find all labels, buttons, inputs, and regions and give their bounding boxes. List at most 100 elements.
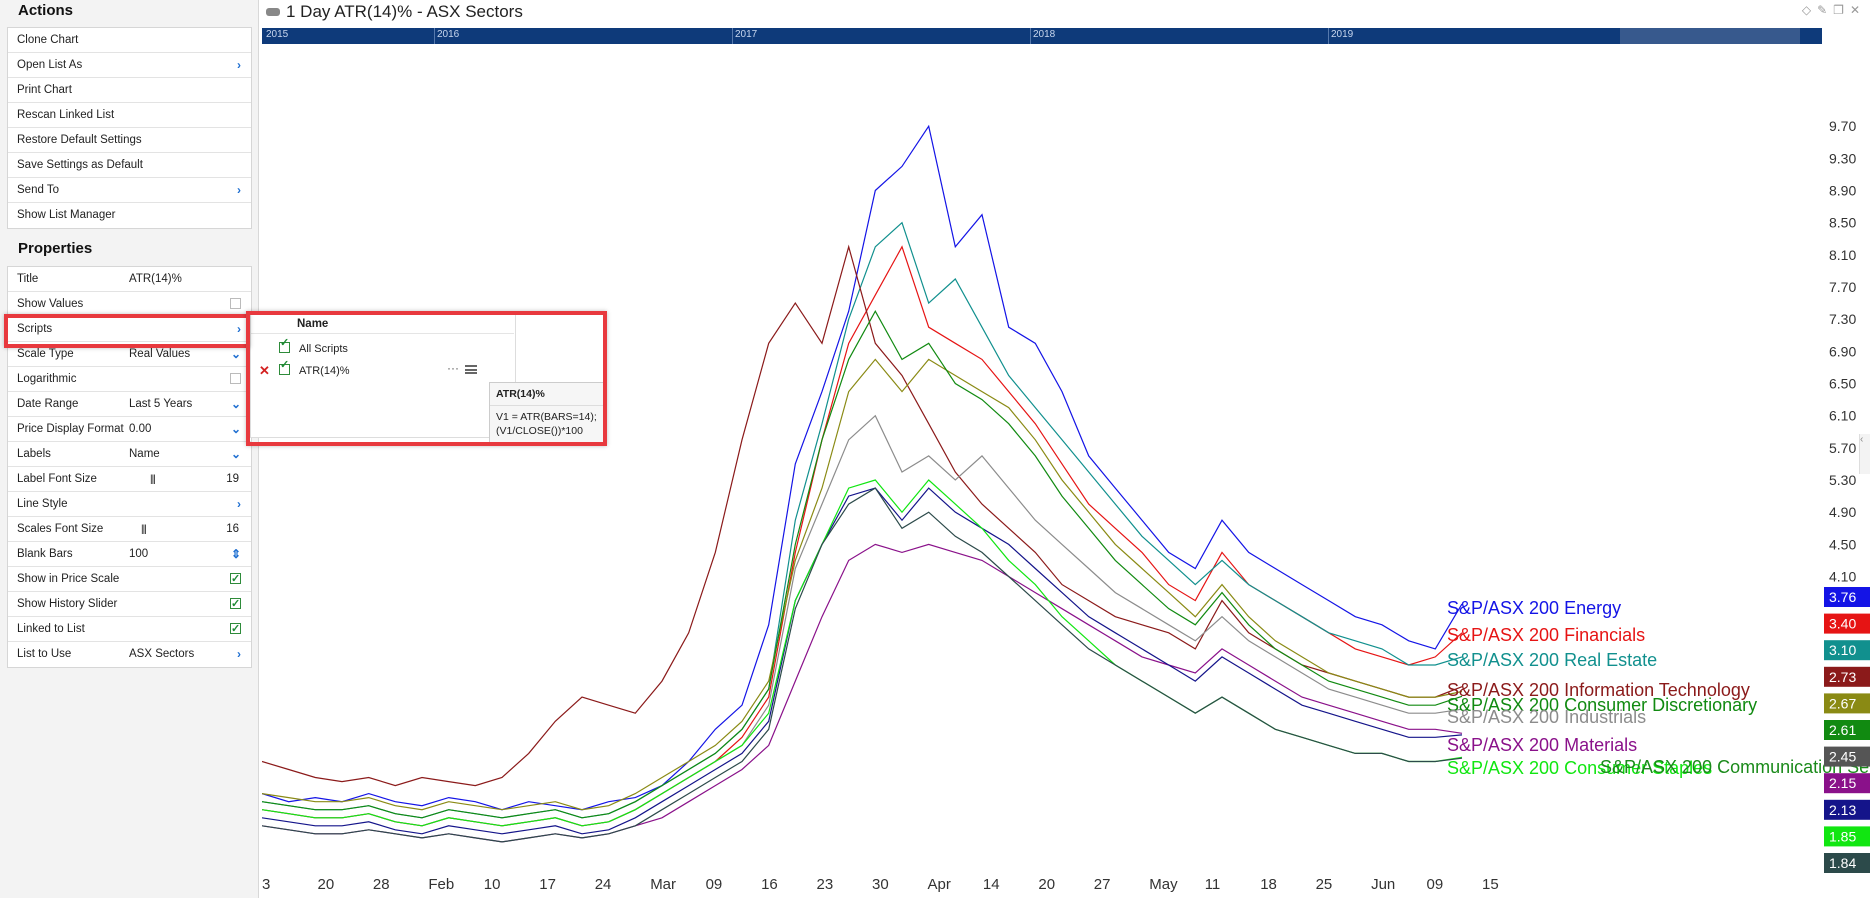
- close-icon[interactable]: ✕: [1849, 3, 1866, 17]
- action-open-list-as[interactable]: Open List As ›: [8, 53, 251, 78]
- prop-value: 19: [226, 473, 239, 485]
- x-axis: 3 20 28 Feb 10 17 24 Mar 09 16 23 30 Apr 14 20 27 May 11 1…: [262, 876, 1499, 893]
- y-tick-label: 6.90: [1829, 343, 1856, 359]
- series-line[interactable]: [262, 487, 1463, 835]
- y-tick-label: 9.70: [1829, 118, 1856, 134]
- action-save-default[interactable]: Save Settings as Default: [8, 153, 251, 178]
- slider-grip-icon[interactable]: |||: [150, 474, 156, 485]
- spinner-icon[interactable]: ⇕: [230, 547, 241, 561]
- prop-scripts[interactable]: Scripts ›: [8, 317, 251, 342]
- x-tick-label: 10: [484, 876, 501, 893]
- prop-label: Blank Bars: [17, 548, 73, 560]
- action-clone-chart[interactable]: Clone Chart: [8, 28, 251, 53]
- script-checkbox[interactable]: [279, 358, 290, 375]
- x-tick-label: 3: [262, 876, 270, 893]
- show-values-checkbox[interactable]: [230, 298, 241, 309]
- properties-list: Title ATR(14)% Show Values Scripts › Scale…: [7, 266, 252, 668]
- action-label: Open List As: [17, 59, 83, 71]
- prop-line-style[interactable]: Line Style ›: [8, 492, 251, 517]
- value-badge: 1.85: [1824, 826, 1870, 847]
- value-badge: 2.45: [1824, 746, 1870, 767]
- script-tooltip: ATR(14)% V1 = ATR(BARS=14); (V1/CLOSE())…: [489, 382, 605, 444]
- scripts-header: Name: [297, 318, 329, 330]
- action-show-list-manager[interactable]: Show List Manager: [8, 203, 251, 228]
- slider-grip-icon[interactable]: |||: [141, 524, 147, 535]
- y-tick-label: 9.30: [1829, 150, 1856, 166]
- value-badge-text: 2.73: [1829, 669, 1856, 685]
- series-line[interactable]: [262, 358, 1463, 811]
- prop-labels[interactable]: Labels Name ⌄: [8, 442, 251, 467]
- window-controls: ◇✎❐✕: [1802, 3, 1866, 17]
- prop-value: Name: [129, 448, 160, 460]
- show-in-price-checkbox[interactable]: [230, 567, 241, 592]
- series-line[interactable]: [262, 244, 1463, 787]
- chart-link-icon[interactable]: [266, 8, 280, 16]
- action-send-to[interactable]: Send To ›: [8, 178, 251, 203]
- divider: [490, 405, 604, 406]
- chevron-down-icon: ⌄: [230, 447, 241, 461]
- value-badge: 3.76: [1824, 587, 1870, 607]
- slider-window[interactable]: [1620, 28, 1800, 44]
- series-line[interactable]: [262, 487, 1463, 843]
- history-slider[interactable]: 2015 2016 2017 2018 2019 2020: [262, 28, 1822, 44]
- chevron-right-icon: ›: [237, 183, 241, 197]
- series-label: S&P/ASX 200 Financials: [1447, 625, 1645, 645]
- chevron-down-icon: ⌄: [230, 397, 241, 411]
- series-label: S&P/ASX 200 Consumer Discretionary: [1447, 695, 1757, 715]
- series-line[interactable]: [262, 414, 1463, 827]
- prop-list-to-use[interactable]: List to Use ASX Sectors ›: [8, 642, 251, 667]
- series-label: S&P/ASX 200 Energy: [1447, 598, 1621, 618]
- chevron-down-icon: ⌄: [230, 347, 241, 361]
- prop-scales-font-size[interactable]: Scales Font Size ||| 16: [8, 517, 251, 542]
- prop-label: Scripts: [17, 323, 53, 335]
- value-badge-text: 3.40: [1829, 616, 1856, 632]
- prop-label-font-size[interactable]: Label Font Size ||| 19: [8, 467, 251, 492]
- all-scripts-checkbox[interactable]: [279, 336, 290, 353]
- value-badge: 2.73: [1824, 666, 1870, 687]
- pin-icon[interactable]: ✎: [1817, 3, 1834, 17]
- more-icon[interactable]: ···: [447, 361, 459, 375]
- prop-scale-type[interactable]: Scale Type Real Values ⌄: [8, 342, 251, 367]
- collapse-arrow-icon[interactable]: ‹: [1859, 434, 1870, 474]
- slider-year-tick: [434, 28, 435, 44]
- drag-handle-icon[interactable]: [465, 365, 477, 374]
- series-line[interactable]: [262, 124, 1463, 811]
- slider-year: 2016: [437, 29, 460, 40]
- actions-heading: Actions: [18, 2, 74, 19]
- prop-title[interactable]: Title ATR(14)%: [8, 267, 251, 292]
- prop-value: Last 5 Years: [129, 398, 193, 410]
- value-badge-text: 2.45: [1829, 749, 1856, 765]
- x-tick-label: 24: [595, 876, 612, 893]
- show-history-checkbox[interactable]: [230, 592, 241, 617]
- value-badge: 2.15: [1824, 773, 1870, 794]
- series-line[interactable]: [262, 309, 1463, 819]
- prop-price-format[interactable]: Price Display Format 0.00 ⌄: [8, 417, 251, 442]
- x-tick-label: 09: [706, 876, 723, 893]
- action-restore-default[interactable]: Restore Default Settings: [8, 128, 251, 153]
- y-tick-label: 7.30: [1829, 311, 1856, 327]
- prop-value: ATR(14)%: [129, 273, 182, 285]
- logarithmic-checkbox[interactable]: [230, 373, 241, 384]
- slider-year-tick: [1328, 28, 1329, 44]
- series-label: S&P/ASX 200 Industrials: [1447, 707, 1646, 727]
- x-tick-label: Jun: [1371, 876, 1395, 893]
- atr-chart[interactable]: 9.70 9.30 8.90 8.50 8.10 7.70 7.30 6.90 6.50 6.10…: [262, 46, 1870, 898]
- prop-date-range[interactable]: Date Range Last 5 Years ⌄: [8, 392, 251, 417]
- linked-checkbox[interactable]: [230, 617, 241, 642]
- slider-year: 2017: [735, 29, 758, 40]
- prop-blank-bars[interactable]: Blank Bars 100 ⇕: [8, 542, 251, 567]
- x-tick-label: Apr: [928, 876, 951, 893]
- action-rescan-linked-list[interactable]: Rescan Linked List: [8, 103, 251, 128]
- y-tick-label: 4.10: [1829, 569, 1856, 585]
- series-labels: S&P/ASX 200 Energy S&P/ASX 200 Financials…: [1447, 598, 1870, 778]
- action-print-chart[interactable]: Print Chart: [8, 78, 251, 103]
- prop-value: 0.00: [129, 423, 152, 435]
- prop-show-history-slider: Show History Slider: [8, 592, 251, 617]
- value-badge: 3.40: [1824, 613, 1870, 634]
- prop-value: Real Values: [129, 348, 191, 360]
- value-badge-text: 3.10: [1829, 642, 1856, 658]
- prop-label: Logarithmic: [17, 373, 77, 385]
- remove-script-icon[interactable]: ✕: [259, 363, 270, 378]
- restore-icon[interactable]: ❐: [1833, 3, 1850, 17]
- diamond-icon[interactable]: ◇: [1801, 3, 1818, 17]
